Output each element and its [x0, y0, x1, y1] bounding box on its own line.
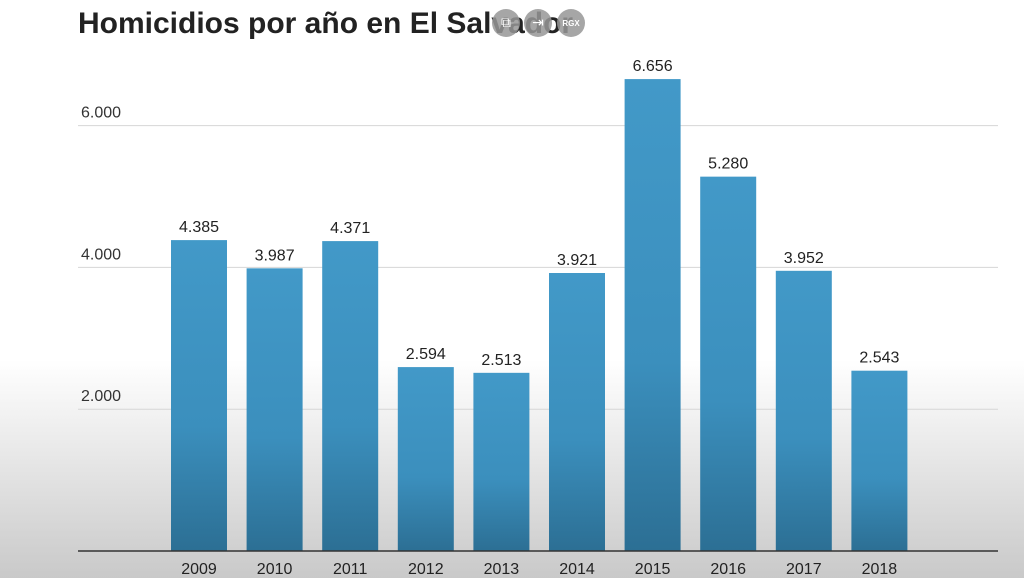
- x-tick-label: 2012: [408, 561, 444, 578]
- data-label: 5.280: [708, 156, 748, 173]
- y-tick-label: 6.000: [81, 105, 121, 122]
- share-icon[interactable]: ⧉: [492, 9, 520, 37]
- data-label: 4.371: [330, 220, 370, 237]
- x-tick-label: 2018: [862, 561, 898, 578]
- data-label: 3.921: [557, 252, 597, 269]
- gridlines: 2.000 4.000 6.000: [78, 105, 998, 410]
- bar-2012: [397, 367, 454, 551]
- bar-2018: [851, 370, 908, 551]
- bar-2011: [322, 241, 379, 551]
- bar-2009: [171, 240, 227, 551]
- data-label: 3.952: [784, 250, 824, 267]
- data-label: 2.594: [406, 346, 446, 363]
- x-tick-label: 2009: [181, 561, 217, 578]
- data-label: 4.385: [179, 219, 219, 236]
- bar-2014: [549, 273, 605, 551]
- bar-2016: [700, 176, 757, 551]
- data-label: 3.987: [255, 247, 295, 264]
- x-tick-label: 2010: [257, 561, 293, 578]
- chart-title: Homicidios por año en El Salvador: [78, 7, 573, 40]
- rgx-badge[interactable]: RGX: [557, 9, 585, 37]
- data-label: 6.656: [633, 58, 673, 75]
- bar-2017: [775, 270, 832, 551]
- data-label: 2.513: [481, 352, 521, 369]
- x-tick-label: 2013: [484, 561, 520, 578]
- bar-2010: [246, 268, 303, 551]
- bar-2015: [624, 79, 681, 551]
- bar-2013: [473, 372, 530, 551]
- data-label: 2.543: [859, 350, 899, 367]
- x-tick-label: 2014: [559, 561, 595, 578]
- y-tick-label: 4.000: [81, 246, 121, 263]
- x-tick-label: 2016: [710, 561, 746, 578]
- bars: [171, 79, 908, 551]
- x-tick-label: 2015: [635, 561, 671, 578]
- expand-icon[interactable]: ⇥: [524, 9, 552, 37]
- x-axis-ticks: 2009 2010 2011 2012 2013 2014 2015 2016 2017 2018: [181, 561, 897, 578]
- x-tick-label: 2017: [786, 561, 822, 578]
- x-tick-label: 2011: [333, 561, 368, 578]
- data-labels: 4.385 3.987 4.371 2.594 2.513 3.921 6.656 5.280…: [179, 58, 900, 369]
- y-tick-label: 2.000: [81, 388, 121, 405]
